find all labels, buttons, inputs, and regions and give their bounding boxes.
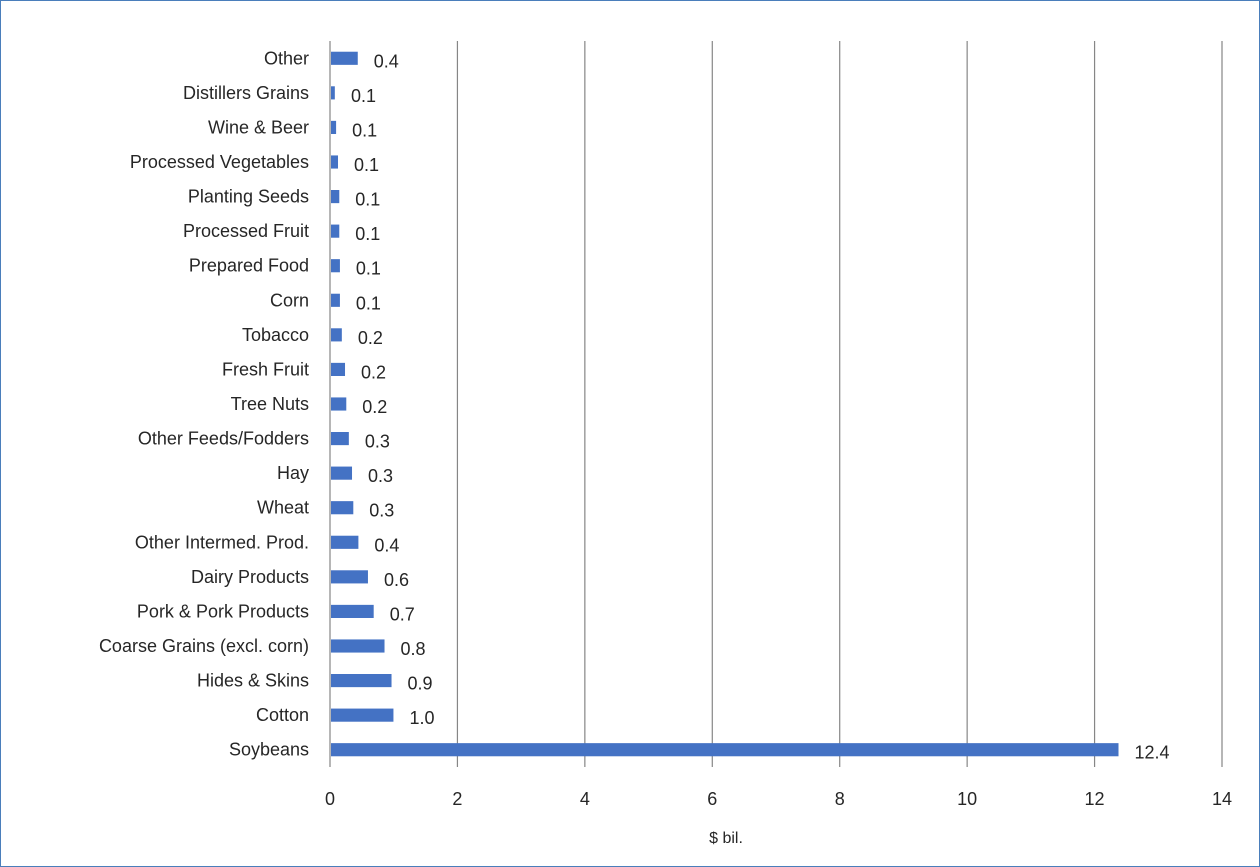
x-tick-label: 0 (325, 789, 335, 809)
category-label: Planting Seeds (188, 187, 309, 207)
data-label: 0.2 (361, 362, 386, 382)
bar (331, 397, 347, 411)
x-axis-title: $ bil. (709, 830, 743, 847)
data-label: 0.1 (355, 224, 380, 244)
category-label: Processed Fruit (183, 221, 309, 241)
bar (331, 639, 385, 653)
bar (331, 570, 368, 584)
bar (331, 224, 340, 238)
category-label: Wheat (257, 498, 309, 518)
x-tick-label: 4 (580, 789, 590, 809)
x-tick-label: 2 (452, 789, 462, 809)
bar (331, 362, 346, 376)
data-label: 0.3 (368, 466, 393, 486)
value-labels: 0.4 0.1 0.1 0.1 0.1 0.1 0.1 0.1 0.2 0.2 0.2 0.3 0.3 0… (351, 51, 1170, 762)
bar (331, 190, 340, 204)
bar (331, 328, 342, 342)
bar (331, 259, 340, 273)
data-label: 0.2 (362, 397, 387, 417)
data-label: 0.8 (401, 639, 426, 659)
category-label: Tobacco (242, 325, 309, 345)
data-label: 0.3 (365, 432, 390, 452)
bar (331, 51, 358, 65)
category-label: Tree Nuts (231, 394, 309, 414)
category-label: Prepared Food (189, 256, 309, 276)
category-label: Coarse Grains (excl. corn) (99, 636, 309, 656)
x-tick-label: 12 (1085, 789, 1105, 809)
bar (331, 466, 353, 480)
data-label: 0.6 (384, 570, 409, 590)
category-label: Processed Vegetables (130, 152, 309, 172)
x-tick-labels: 0 2 4 6 8 10 12 14 (325, 789, 1232, 809)
bar (331, 293, 340, 307)
x-tick-label: 10 (957, 789, 977, 809)
data-label: 0.4 (374, 51, 399, 71)
x-tick-label: 14 (1212, 789, 1232, 809)
data-label: 0.9 (408, 674, 433, 694)
category-label: Fresh Fruit (222, 359, 309, 379)
data-label: 0.7 (390, 604, 415, 624)
bar (331, 535, 359, 549)
bar (331, 708, 394, 722)
data-label: 0.3 (369, 501, 394, 521)
bar (331, 674, 392, 688)
gridlines (329, 41, 1223, 767)
x-tick-label: 8 (835, 789, 845, 809)
data-label: 0.1 (356, 259, 381, 279)
bar (331, 432, 349, 446)
data-label: 0.1 (352, 120, 377, 140)
category-label: Soybeans (229, 740, 309, 760)
category-label: Distillers Grains (183, 83, 309, 103)
category-label: Other Feeds/Fodders (138, 429, 309, 449)
data-label: 0.1 (354, 155, 379, 175)
category-label: Cotton (256, 705, 309, 725)
category-label: Corn (270, 290, 309, 310)
category-label: Dairy Products (191, 567, 309, 587)
category-label: Hides & Skins (197, 671, 309, 691)
category-label: Other (264, 48, 309, 68)
category-labels: Other Distillers Grains Wine & Beer Process… (99, 48, 309, 759)
data-label: 0.1 (356, 293, 381, 313)
category-label: Pork & Pork Products (137, 601, 309, 621)
data-label: 0.2 (358, 328, 383, 348)
bar (331, 86, 335, 100)
bar (331, 501, 354, 515)
category-label: Hay (277, 463, 309, 483)
bar (331, 120, 337, 134)
bar (331, 743, 1119, 757)
x-tick-label: 6 (707, 789, 717, 809)
data-label: 0.1 (355, 190, 380, 210)
bar (331, 155, 339, 169)
data-label: 1.0 (409, 708, 434, 728)
category-label: Other Intermed. Prod. (135, 532, 309, 552)
bar (331, 604, 374, 618)
data-label: 12.4 (1135, 743, 1170, 763)
data-label: 0.4 (374, 535, 399, 555)
bars (331, 51, 1119, 757)
data-label: 0.1 (351, 86, 376, 106)
category-label: Wine & Beer (208, 117, 309, 137)
